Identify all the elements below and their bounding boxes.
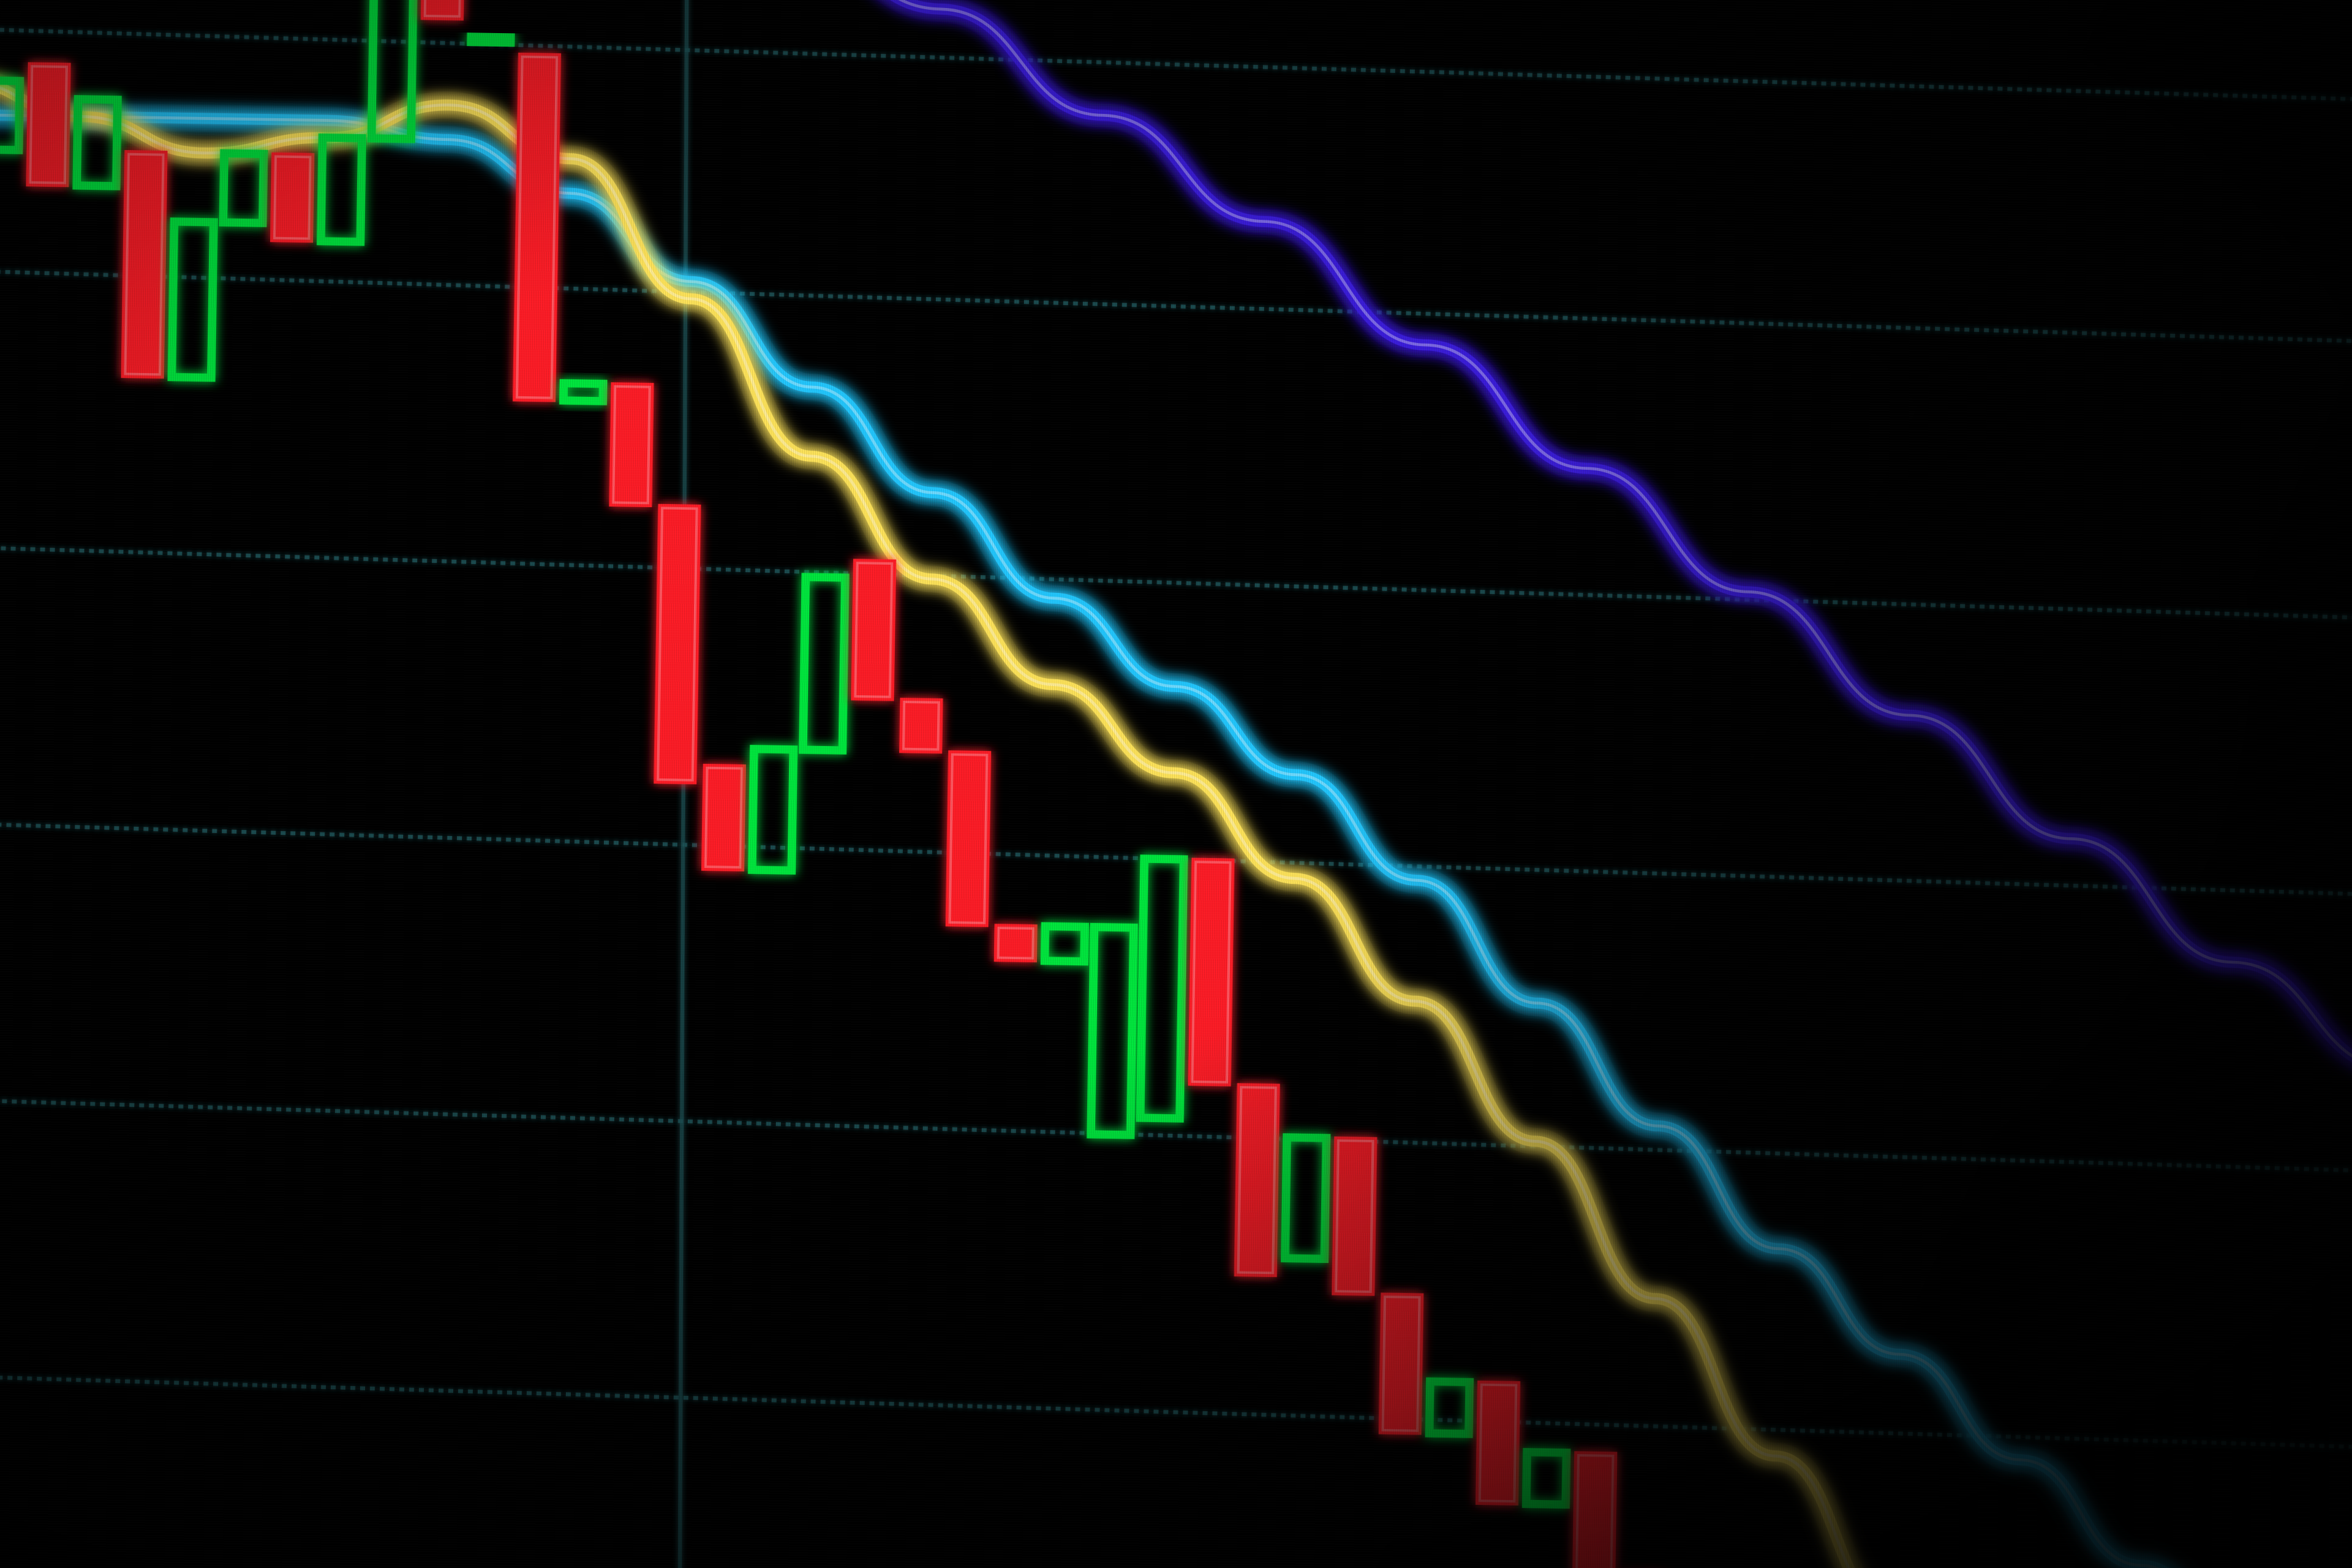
- candle-body-bearish: [1572, 1451, 1618, 1568]
- candle-body-bullish: [467, 32, 515, 47]
- candle-wick: [385, 0, 398, 260]
- candle-body-bearish: [701, 763, 746, 872]
- candle-body-bearish: [609, 382, 654, 508]
- candle-wick: [1060, 892, 1070, 996]
- candle-wick: [1635, 1523, 1648, 1568]
- candle-body-bearish: [26, 62, 71, 187]
- candle-body-bearish: [899, 698, 943, 754]
- candle-body-bearish: [1475, 1380, 1521, 1506]
- candle-body-bearish: [993, 924, 1038, 963]
- candle-wick: [1540, 1417, 1551, 1568]
- candle-body-bearish: [1332, 1136, 1378, 1296]
- candle-body-bearish: [945, 750, 992, 927]
- candle-body-bearish: [1378, 1292, 1424, 1435]
- candle-body-bearish: [851, 559, 897, 701]
- candle-body-bearish: [270, 152, 315, 243]
- candle-body-bearish: [1234, 1083, 1280, 1278]
- candle-wick: [484, 0, 497, 192]
- candle-wick: [1155, 824, 1169, 1153]
- candle-wick: [1300, 1120, 1311, 1311]
